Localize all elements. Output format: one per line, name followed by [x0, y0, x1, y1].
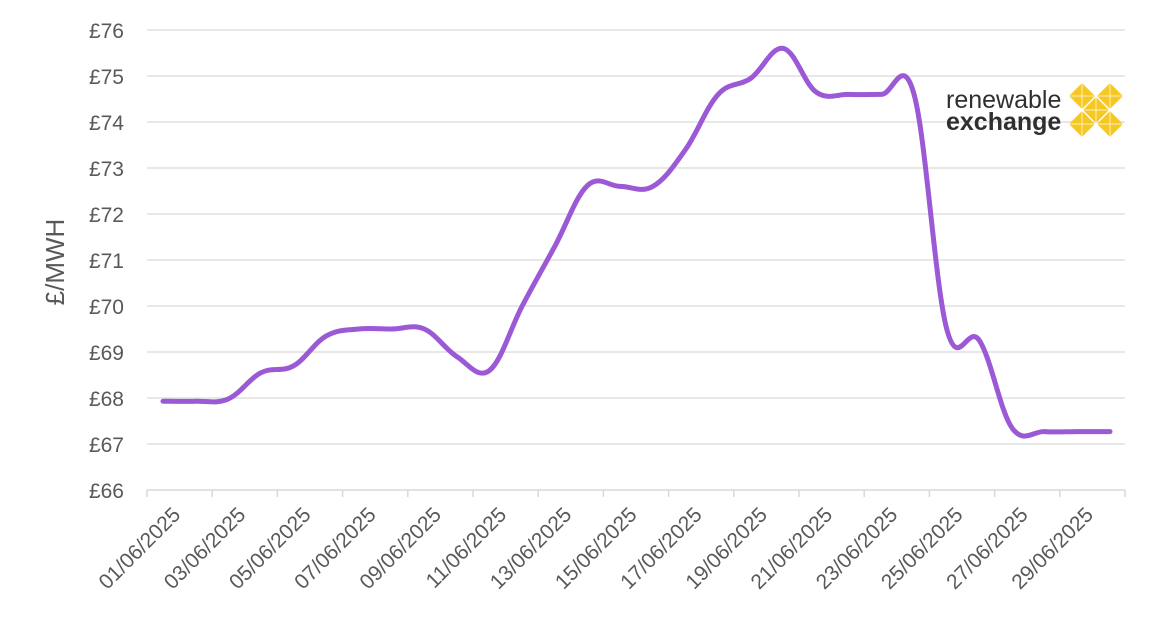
y-tick-label: £74	[89, 112, 124, 135]
renewable-exchange-logo: renewable exchange	[944, 82, 1129, 138]
y-tick-label: £73	[89, 158, 124, 181]
axes	[146, 489, 1126, 497]
y-tick-label: £68	[89, 388, 124, 411]
y-tick-label: £67	[89, 434, 124, 457]
diamond-logo-icon	[1069, 83, 1123, 137]
y-tick-label: £72	[89, 204, 124, 227]
y-tick-labels: £66 £67 £68 £69 £70 £71 £72 £73 £74 £75 £76	[89, 20, 124, 503]
y-tick-label: £69	[89, 342, 124, 365]
series-line	[160, 45, 1113, 439]
x-tick-labels: 01/06/202503/06/202505/06/202507/06/2025…	[95, 503, 1098, 594]
y-tick-label: £70	[89, 296, 124, 319]
logo-text-line2: exchange	[946, 108, 1062, 136]
y-tick-label: £76	[89, 20, 124, 43]
logo-text-line1: renewable	[946, 86, 1062, 114]
y-axis-label: £/MWH	[40, 219, 70, 306]
y-tick-label: £66	[89, 480, 124, 503]
y-tick-label: £75	[89, 66, 124, 89]
y-tick-label: £71	[89, 250, 124, 273]
